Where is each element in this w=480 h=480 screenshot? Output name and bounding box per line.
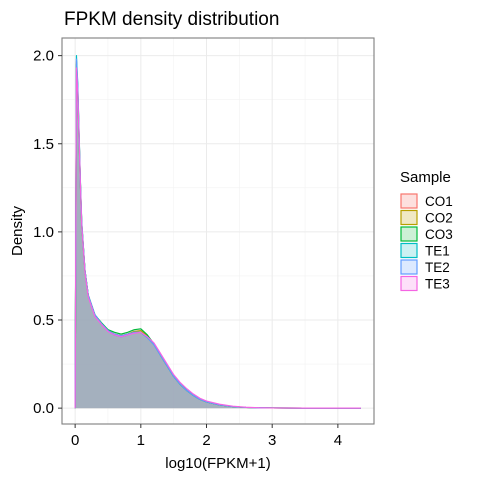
x-tick-label-0: 0 [71, 432, 79, 449]
legend-label-co1: CO1 [425, 194, 453, 209]
y-axis-title: Density [9, 205, 26, 256]
y-tick-label-0: 0.0 [33, 400, 54, 417]
density-area-co1 [75, 60, 361, 409]
density-areas [75, 55, 361, 409]
y-tick-label-1: 0.5 [33, 312, 54, 329]
legend-label-co3: CO3 [425, 227, 453, 242]
density-line-te3 [74, 67, 361, 409]
x-tick-label-1: 1 [137, 432, 145, 449]
x-tick-label-4: 4 [334, 432, 342, 449]
plot-panel [62, 38, 374, 424]
panel-border [61, 37, 375, 425]
grid [62, 38, 374, 424]
density-area-te2 [75, 59, 361, 409]
y-tick-label-3: 1.5 [33, 136, 54, 153]
legend-key-te1 [400, 242, 418, 259]
x-tick-label-3: 3 [268, 432, 276, 449]
x-tick-label-2: 2 [202, 432, 210, 449]
legend-label-te2: TE2 [425, 260, 450, 275]
legend-key-co3 [400, 226, 418, 242]
legend-label-co2: CO2 [425, 211, 453, 226]
legend-title: Sample [400, 169, 451, 186]
legend-key-co2 [400, 209, 418, 226]
legend-label-te1: TE1 [425, 244, 450, 259]
legend-key-te3 [400, 275, 418, 292]
x-axis-title: log10(FPKM+1) [165, 455, 270, 472]
density-area-te3 [75, 67, 361, 409]
density-area-te1 [75, 55, 361, 409]
legend-label-te3: TE3 [425, 277, 450, 292]
legend-key-te2 [400, 259, 418, 275]
x-axis: 0 1 2 3 4 [71, 424, 342, 449]
y-tick-label-2: 1.0 [33, 224, 54, 241]
density-area-co3 [75, 64, 361, 409]
density-lines [74, 55, 361, 409]
legend-key-co1 [400, 193, 418, 209]
density-area-co2 [75, 62, 361, 409]
chart-title: FPKM density distribution [64, 9, 279, 30]
y-axis: 0.0 0.5 1.0 1.5 2.0 [33, 48, 62, 417]
y-tick-label-4: 2.0 [33, 48, 54, 65]
